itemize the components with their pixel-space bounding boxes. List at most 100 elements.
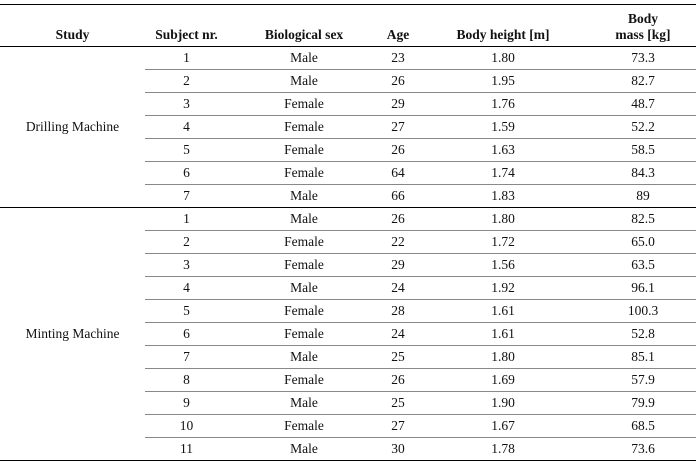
table-row: 5 Female 26 1.63 58.5 [0, 138, 696, 162]
table-cell: Male [228, 69, 380, 93]
table-cell: 68.5 [590, 414, 696, 438]
table-cell: 52.8 [590, 322, 696, 346]
table-cell: 48.7 [590, 92, 696, 116]
table-row: 6 Female 24 1.61 52.8 [0, 322, 696, 346]
table-cell: 25 [380, 345, 416, 369]
column-header: Subject nr. [145, 4, 228, 47]
table-cell: Female [228, 230, 380, 254]
table-cell: 26 [380, 69, 416, 93]
table-cell: Male [228, 437, 380, 461]
table-cell: 85.1 [590, 345, 696, 369]
table-row: 3 Female 29 1.76 48.7 [0, 92, 696, 116]
table-cell: 4 [145, 115, 228, 139]
table-cell: 1 [145, 46, 228, 70]
table-cell: 82.5 [590, 207, 696, 231]
table-cell: 73.6 [590, 437, 696, 461]
table-cell: 7 [145, 345, 228, 369]
table-row: Drilling Machine 1 Male 23 1.80 73.3 [0, 46, 696, 208]
table-cell: 27 [380, 115, 416, 139]
table-row: 4 Female 27 1.59 52.2 [0, 115, 696, 139]
header-row: Study Subject nr. Biological sex Age Body he… [0, 4, 696, 47]
table-cell: 1.83 [416, 184, 590, 208]
table-cell: 73.3 [590, 46, 696, 70]
table-cell: 58.5 [590, 138, 696, 162]
table-cell: 79.9 [590, 391, 696, 415]
table-cell: 1.69 [416, 368, 590, 392]
study-cell: Minting Machine [0, 207, 145, 461]
table-cell: Male [228, 391, 380, 415]
table-row: 10 Female 27 1.67 68.5 [0, 414, 696, 438]
table-cell: 63.5 [590, 253, 696, 277]
table-cell: 1.74 [416, 161, 590, 185]
table-cell: 8 [145, 368, 228, 392]
table-cell: 1.56 [416, 253, 590, 277]
table-cell: 6 [145, 161, 228, 185]
table-row: 3 Female 29 1.56 63.5 [0, 253, 696, 277]
table-row: 2 Female 22 1.72 65.0 [0, 230, 696, 254]
table-cell: 1 [145, 207, 228, 231]
table-row: 7 Male 25 1.80 85.1 [0, 345, 696, 369]
table-cell: 29 [380, 253, 416, 277]
table-cell: 1.90 [416, 391, 590, 415]
table-cell: Male [228, 345, 380, 369]
page: {"table": { "header": ["Study", "Subject… [0, 4, 696, 470]
table-cell: 27 [380, 414, 416, 438]
table-cell: Female [228, 138, 380, 162]
column-header: Body mass [kg] [590, 4, 696, 47]
study-cell: Drilling Machine [0, 46, 145, 208]
table-row: 9 Male 25 1.90 79.9 [0, 391, 696, 415]
table-cell: 1.72 [416, 230, 590, 254]
table-cell: Male [228, 46, 380, 70]
table-cell: 66 [380, 184, 416, 208]
table-cell: 89 [590, 184, 696, 208]
table-cell: Female [228, 299, 380, 323]
table-cell: 26 [380, 368, 416, 392]
header-text: Body height [m] [456, 27, 550, 42]
table-cell: 26 [380, 207, 416, 231]
table-cell: 24 [380, 276, 416, 300]
table-cell: 84.3 [590, 161, 696, 185]
table-body: Drilling Machine 1 Male 23 1.80 73.3 2 Male 26 1.… [0, 46, 696, 461]
table-cell: 1.80 [416, 207, 590, 231]
table-cell: 2 [145, 230, 228, 254]
table-cell: 64 [380, 161, 416, 185]
table-cell: 3 [145, 253, 228, 277]
table-cell: 5 [145, 299, 228, 323]
table-cell: 3 [145, 92, 228, 116]
table-cell: 52.2 [590, 115, 696, 139]
table-cell: Male [228, 276, 380, 300]
table-row: 4 Male 24 1.92 96.1 [0, 276, 696, 300]
table-cell: 96.1 [590, 276, 696, 300]
table-cell: Male [228, 207, 380, 231]
header-text: Biological sex [264, 27, 344, 42]
table-cell: 100.3 [590, 299, 696, 323]
table-cell: 4 [145, 276, 228, 300]
table-cell: 1.61 [416, 322, 590, 346]
table-cell: 1.92 [416, 276, 590, 300]
table-cell: 1.80 [416, 345, 590, 369]
table-cell: 29 [380, 92, 416, 116]
table-cell: 1.80 [416, 46, 590, 70]
table-cell: 82.7 [590, 69, 696, 93]
table-cell: 30 [380, 437, 416, 461]
table-cell: Female [228, 368, 380, 392]
table-row: 8 Female 26 1.69 57.9 [0, 368, 696, 392]
table-cell: 57.9 [590, 368, 696, 392]
table-cell: Female [228, 322, 380, 346]
table-cell: 11 [145, 437, 228, 461]
table-cell: 25 [380, 391, 416, 415]
column-header: Age [380, 4, 416, 47]
column-header: Body height [m] [416, 4, 590, 47]
header-text: Body mass [kg] [615, 11, 671, 42]
table-row: 6 Female 64 1.74 84.3 [0, 161, 696, 185]
table-cell: Female [228, 414, 380, 438]
table-cell: 65.0 [590, 230, 696, 254]
header-text: Study [55, 27, 90, 42]
table-row: 5 Female 28 1.61 100.3 [0, 299, 696, 323]
header-text: Subject nr. [155, 27, 218, 42]
table-cell: 1.67 [416, 414, 590, 438]
header-text: Age [386, 27, 410, 42]
column-header: Study [0, 4, 145, 47]
table-cell: 1.78 [416, 437, 590, 461]
table-cell: Female [228, 253, 380, 277]
